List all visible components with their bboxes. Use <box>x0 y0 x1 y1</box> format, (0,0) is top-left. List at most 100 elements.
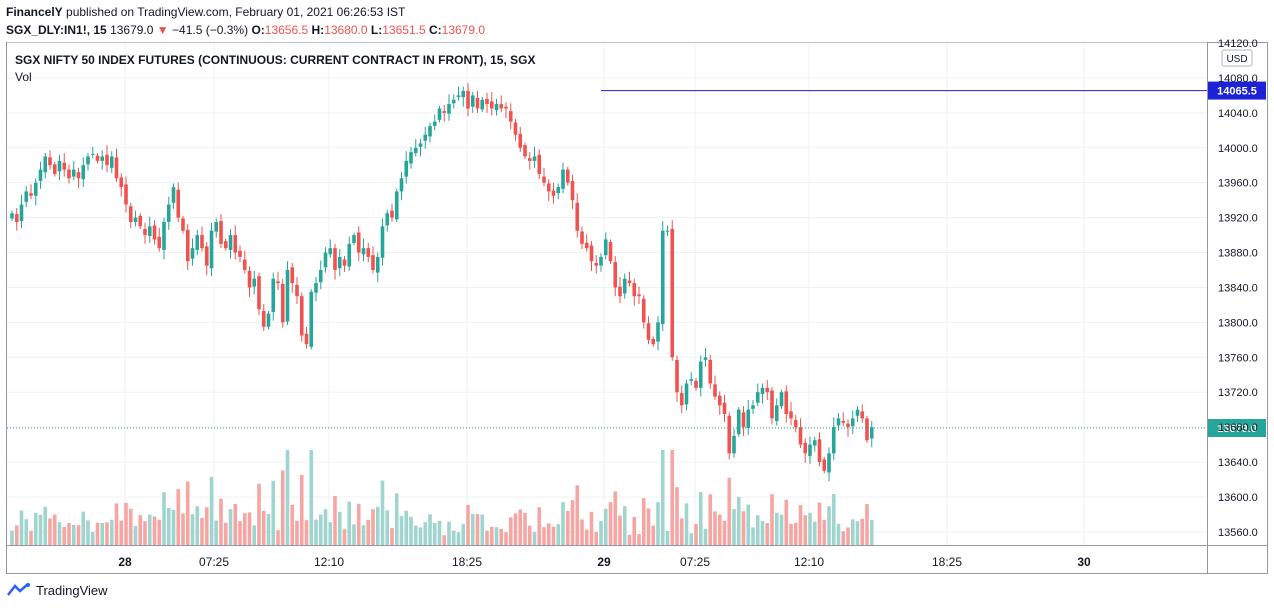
candle-body <box>437 108 442 120</box>
time-axis: 28 07:25 12:10 18:25 29 07:25 12:10 18:25 30 <box>7 545 1268 569</box>
volume-bar <box>513 513 518 545</box>
volume-bar <box>447 521 451 545</box>
volume-bar <box>90 532 95 545</box>
candle-body <box>637 294 641 297</box>
candle-body <box>580 231 584 244</box>
volume-bar <box>722 520 727 545</box>
volume-bar <box>261 510 266 545</box>
candle-body <box>347 243 352 267</box>
candle-body <box>76 172 81 179</box>
volume-bar <box>765 523 770 545</box>
volume-bar <box>774 512 779 545</box>
candle-body <box>732 435 736 454</box>
volume-bar <box>770 494 774 545</box>
candle-body <box>309 291 314 347</box>
candle-body <box>152 225 157 240</box>
tradingview-logo[interactable]: TradingView <box>6 582 108 598</box>
grid-lines <box>7 42 1207 545</box>
candle-body <box>831 427 836 454</box>
ohlc-bar: SGX_DLY:IN1!, 15 13679.0 ▼ −41.5 (−0.3%)… <box>6 23 485 37</box>
candle-body <box>684 383 689 405</box>
volume-bar <box>817 502 822 545</box>
candle-body <box>570 180 575 201</box>
candle-body <box>447 104 451 114</box>
volume-bar <box>223 522 228 545</box>
volume-bar <box>798 505 803 545</box>
candle-body <box>366 248 371 257</box>
candle-body <box>299 296 304 336</box>
volume-bar <box>204 507 209 545</box>
volume-bar <box>622 506 627 545</box>
candle-body <box>280 283 285 323</box>
publish-info: FinancelY published on TradingView.com, … <box>6 5 405 19</box>
volume-bar <box>295 520 299 545</box>
candle-body <box>124 184 128 205</box>
volume-bars <box>10 450 874 545</box>
candle-body <box>551 190 556 196</box>
chart-title: SGX NIFTY 50 INDEX FUTURES (CONTINUOUS: … <box>15 53 535 67</box>
price-tick-label: 13760.0 <box>1218 352 1258 364</box>
time-tick-label: 07:25 <box>199 555 229 569</box>
candle-body <box>670 228 675 358</box>
volume-bar <box>200 518 204 545</box>
candle-body <box>599 256 603 266</box>
volume-bar <box>413 525 418 545</box>
volume-bar <box>504 532 508 545</box>
volume-bar <box>423 522 428 545</box>
candle-body <box>219 221 223 244</box>
volume-bar <box>62 526 67 545</box>
candle-body <box>238 250 242 257</box>
candle-body <box>499 104 504 109</box>
volume-bar <box>437 520 442 545</box>
candle-body <box>181 218 185 231</box>
candle-body <box>399 178 404 192</box>
volume-bar <box>803 515 808 545</box>
volume-bar <box>784 499 789 545</box>
volume-bar <box>214 520 219 545</box>
candle-body <box>865 418 869 441</box>
candle-body <box>456 95 461 98</box>
volume-bar <box>342 529 347 545</box>
publish-text: published on TradingView.com, February 0… <box>66 5 406 19</box>
volume-bar <box>257 483 261 545</box>
candle-body <box>404 160 409 177</box>
candle-body <box>565 169 570 183</box>
volume-bar <box>309 450 314 545</box>
volume-bar <box>831 494 836 545</box>
candle-body <box>727 415 732 454</box>
volume-bar <box>708 494 713 545</box>
candle-body <box>575 202 580 231</box>
volume-bar <box>827 506 831 545</box>
candle-body <box>90 153 95 155</box>
candle-body <box>352 235 356 243</box>
candle-body <box>105 154 109 166</box>
volume-bar <box>71 524 76 545</box>
candle-body <box>228 235 233 250</box>
volume-bar <box>43 506 48 545</box>
candle-body <box>14 214 19 222</box>
candle-body <box>295 284 299 297</box>
volume-bar <box>812 521 817 545</box>
volume-bar <box>741 511 746 545</box>
candle-body <box>504 106 508 109</box>
candle-body <box>641 298 646 323</box>
tradingview-text: TradingView <box>36 582 108 598</box>
candle-body <box>513 122 518 135</box>
currency-badge[interactable] <box>1221 49 1253 67</box>
volume-bar <box>836 523 841 545</box>
candle-body <box>423 134 428 141</box>
candle-body <box>461 91 466 98</box>
volume-bar <box>181 513 185 545</box>
volume-bar <box>751 527 755 545</box>
candle-body <box>480 99 485 110</box>
volume-bar <box>14 525 19 545</box>
volume-bar <box>846 527 850 545</box>
volume-bar <box>252 525 257 545</box>
candle-body <box>817 439 822 463</box>
candle-body <box>143 228 147 236</box>
candle-body <box>603 239 608 256</box>
volume-bar <box>404 510 409 545</box>
volume-bar <box>86 520 90 545</box>
volume-bar <box>698 492 703 545</box>
